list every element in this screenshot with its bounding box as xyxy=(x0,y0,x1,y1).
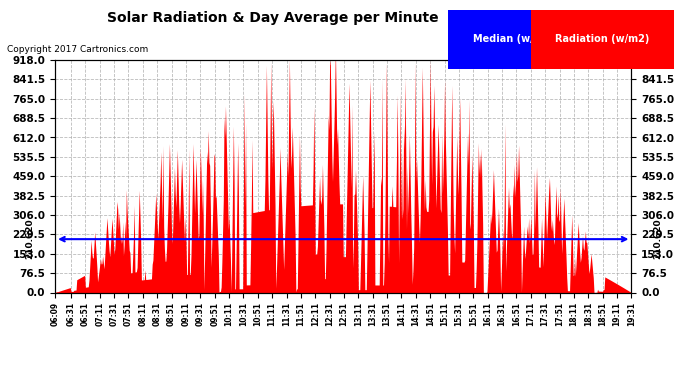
Text: Radiation (w/m2): Radiation (w/m2) xyxy=(555,34,650,44)
Text: 210.620: 210.620 xyxy=(25,219,34,260)
Text: Median (w/m2): Median (w/m2) xyxy=(473,34,555,44)
Text: Copyright 2017 Cartronics.com: Copyright 2017 Cartronics.com xyxy=(7,45,148,54)
Text: 210.620: 210.620 xyxy=(653,219,662,260)
Text: Solar Radiation & Day Average per Minute  Thu Apr 20 19:34: Solar Radiation & Day Average per Minute… xyxy=(107,11,583,25)
